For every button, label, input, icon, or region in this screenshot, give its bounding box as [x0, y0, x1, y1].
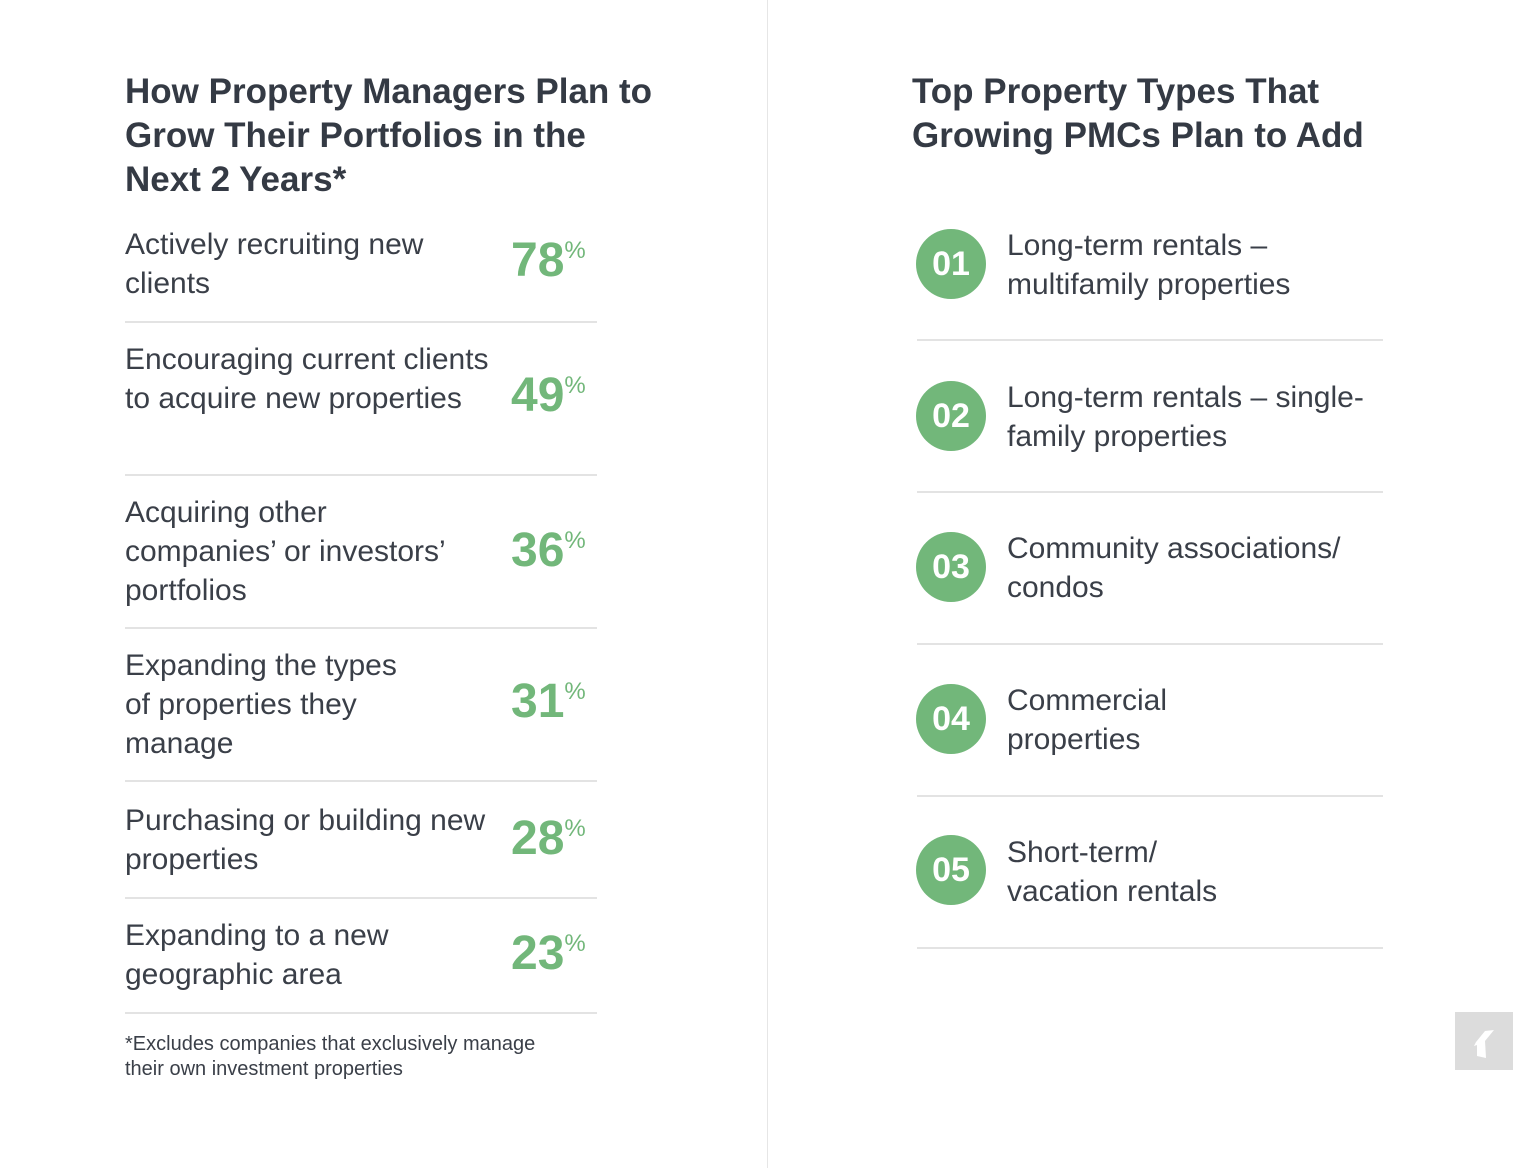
column-divider — [767, 0, 768, 1168]
rank-badge: 01 — [916, 229, 986, 299]
percent-value: 31 — [511, 675, 565, 728]
row-percent: 23% — [511, 926, 586, 981]
rank-badge: 02 — [916, 381, 986, 451]
rank-badge: 03 — [916, 532, 986, 602]
list-item: Actively recruiting new clients 78% — [125, 225, 597, 323]
percent-value: 23 — [511, 927, 565, 980]
list-item: Acquiring other companies’ or investors’… — [125, 493, 597, 629]
percent-sign: % — [564, 930, 586, 957]
rank-badge: 05 — [916, 835, 986, 905]
item-label: Long-term rentals – single-family proper… — [1007, 381, 1364, 453]
row-percent: 78% — [511, 233, 586, 288]
right-title: Top Property Types That Growing PMCs Pla… — [912, 72, 1364, 155]
row-percent: 31% — [511, 674, 586, 729]
rank-badge: 04 — [916, 684, 986, 754]
item-label: Long-term rentals – multifamily properti… — [1007, 229, 1291, 301]
row-label: Purchasing or building new properties — [125, 804, 486, 876]
list-item: 04 Commercial properties — [916, 645, 1383, 797]
percent-sign: % — [564, 237, 586, 264]
list-item: 05 Short-term/ vacation rentals — [916, 797, 1383, 949]
row-label: Encouraging current clients to acquire n… — [125, 343, 489, 415]
percent-value: 28 — [511, 812, 565, 865]
row-label: Expanding to a new geographic area — [125, 919, 389, 991]
row-label: Expanding the types of properties they m… — [125, 649, 397, 760]
percent-value: 36 — [511, 524, 565, 577]
list-item: 02 Long-term rentals – single-family pro… — [916, 341, 1383, 493]
list-item: Expanding to a new geographic area 23% — [125, 916, 597, 1014]
percent-sign: % — [564, 372, 586, 399]
row-percent: 49% — [511, 368, 586, 423]
list-item: 03 Community associations/ condos — [916, 493, 1383, 645]
list-item: Expanding the types of properties they m… — [125, 646, 597, 782]
percent-sign: % — [564, 527, 586, 554]
row-label: Actively recruiting new clients — [125, 228, 424, 300]
item-label: Short-term/ vacation rentals — [1007, 836, 1218, 908]
list-item: 01 Long-term rentals – multifamily prope… — [916, 189, 1383, 341]
percent-value: 78 — [511, 234, 565, 287]
row-percent: 36% — [511, 523, 586, 578]
list-item: Encouraging current clients to acquire n… — [125, 340, 597, 476]
item-label: Commercial properties — [1007, 684, 1168, 756]
item-label: Community associations/ condos — [1007, 532, 1341, 604]
footnote: *Excludes companies that exclusively man… — [125, 1033, 536, 1080]
percent-sign: % — [564, 678, 586, 705]
left-title: How Property Managers Plan to Grow Their… — [125, 72, 653, 199]
percent-value: 49 — [511, 369, 565, 422]
list-item: Purchasing or building new properties 28… — [125, 801, 597, 899]
row-percent: 28% — [511, 811, 586, 866]
row-label: Acquiring other companies’ or investors’… — [125, 496, 445, 607]
brand-logo-icon — [1455, 1012, 1513, 1070]
percent-sign: % — [564, 815, 586, 842]
